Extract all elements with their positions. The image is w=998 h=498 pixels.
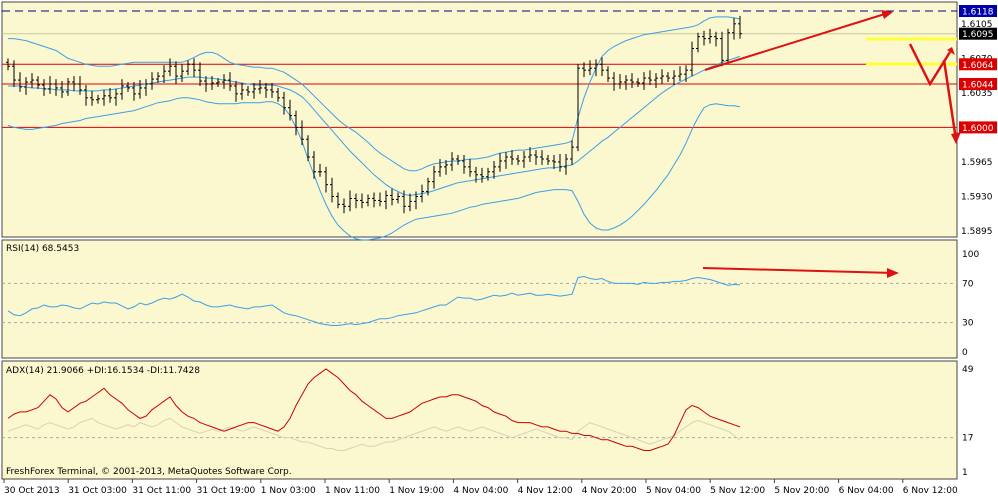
level-tag-label-4: 1.6000 <box>962 124 994 134</box>
price-tick-2: 1.6035 <box>961 89 993 99</box>
price-panel <box>1 1 958 238</box>
adx-series-adx <box>7 368 741 451</box>
bollinger-upper <box>8 16 741 172</box>
adx-label: ADX(14) 21.9066 +DI:16.1534 -DI:11.7428 <box>6 366 200 376</box>
adx-tick-1: 17 <box>962 434 973 444</box>
time-label-10: 5 Nov 04:00 <box>646 486 701 496</box>
time-label-14: 6 Nov 12:00 <box>903 486 958 496</box>
price-tick-5: 1.5895 <box>961 227 993 237</box>
adx-panel <box>1 360 958 480</box>
time-label-6: 1 Nov 19:00 <box>389 486 444 496</box>
time-label-7: 4 Nov 04:00 <box>453 486 508 496</box>
time-label-11: 5 Nov 12:00 <box>710 486 765 496</box>
forecast-drop <box>942 59 958 141</box>
rsi-tick-2: 30 <box>962 319 974 329</box>
time-label-1: 31 Oct 03:00 <box>68 486 127 496</box>
rsi-panel <box>1 239 958 359</box>
price-layer <box>2 10 957 241</box>
copyright-text: FreshForex Terminal, © 2001-2013, MetaQu… <box>6 467 292 477</box>
rsi-tick-3: 0 <box>962 348 968 358</box>
adx-tick-0: 49 <box>962 365 974 375</box>
time-label-5: 1 Nov 11:00 <box>325 486 380 496</box>
rsi-line <box>7 275 741 326</box>
level-tag-box-2 <box>959 58 997 71</box>
level-tag-label-1: 1.6095 <box>962 30 994 40</box>
time-label-3: 31 Oct 19:00 <box>197 486 256 496</box>
time-label-8: 4 Nov 12:00 <box>518 486 573 496</box>
time-label-13: 6 Nov 04:00 <box>839 486 894 496</box>
adx-series-plus-di <box>7 417 741 451</box>
rsi-tick-1: 70 <box>962 279 974 289</box>
rsi-layer <box>2 275 957 326</box>
time-label-12: 5 Nov 20:00 <box>774 486 829 496</box>
bollinger-middle <box>8 55 741 197</box>
forecast-arrow-head-2 <box>951 132 961 144</box>
price-tick-0: 1.6105 <box>961 20 993 30</box>
time-label-9: 4 Nov 20:00 <box>582 486 637 496</box>
rsi-label: RSI(14) 68.5453 <box>6 244 79 254</box>
price-tick-4: 1.5930 <box>961 192 993 202</box>
bollinger-lower <box>7 97 741 241</box>
forecast-arrow-head-1 <box>947 47 955 55</box>
level-tag-box-4 <box>959 121 997 134</box>
level-tag-box-1 <box>959 27 997 40</box>
time-label-0: 30 Oct 2013 <box>4 486 60 496</box>
level-tag-label-3: 1.6044 <box>962 81 994 91</box>
annotations-layer <box>702 10 961 278</box>
trend-arrow-price <box>704 12 889 71</box>
adx-layer <box>2 368 957 451</box>
time-label-2: 31 Oct 11:00 <box>132 486 191 496</box>
level-tag-label-2: 1.6064 <box>962 61 994 71</box>
level-tag-box-0 <box>959 5 997 17</box>
level-tag-box-3 <box>959 78 997 91</box>
level-tag-label-0: 1.6118 <box>962 8 994 18</box>
rsi-arrow-head <box>887 268 899 278</box>
trend-arrow-rsi <box>702 267 894 274</box>
trend-arrow-head <box>881 10 893 19</box>
time-label-4: 1 Nov 03:00 <box>261 486 316 496</box>
axes-layer: 1.61051.60701.60351.59651.59301.58951.61… <box>3 5 997 496</box>
rsi-tick-0: 100 <box>962 250 979 260</box>
adx-tick-2: 1 <box>962 468 968 478</box>
price-tick-3: 1.5965 <box>961 158 993 168</box>
